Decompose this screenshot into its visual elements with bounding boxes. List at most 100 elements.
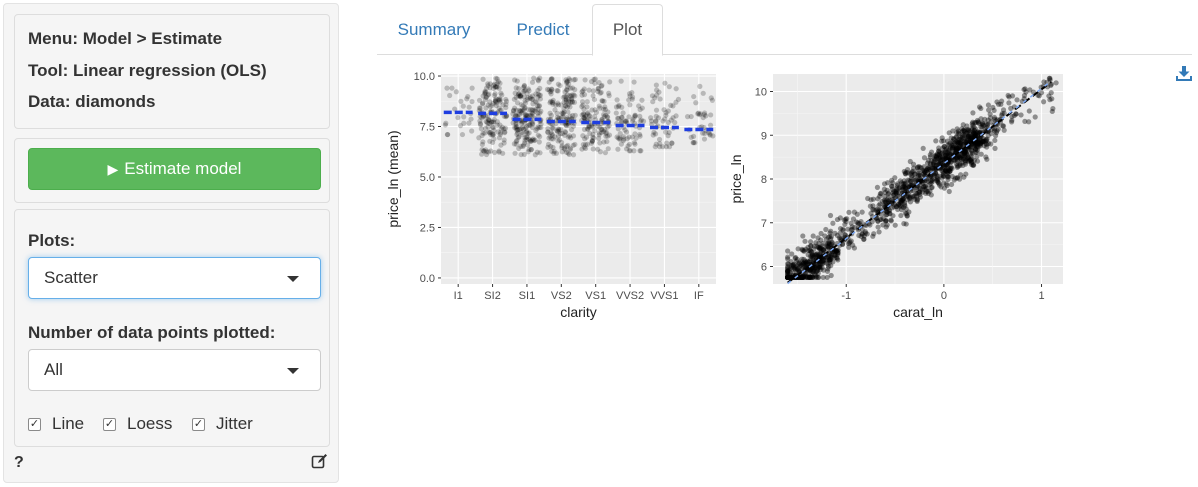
edit-report-icon[interactable] [311,453,328,475]
points-select[interactable]: All [28,349,321,391]
data-point [620,138,626,144]
data-point [632,113,638,119]
data-point [563,115,570,121]
data-point [483,94,489,100]
data-point [851,245,858,251]
data-point [572,87,578,93]
data-point [820,274,826,281]
data-point [1048,82,1054,88]
data-point [950,136,957,142]
play-icon: ▶ [107,160,119,177]
data-point [527,137,533,143]
data-point [556,115,562,121]
data-point [829,254,835,260]
plots-select[interactable]: Scatter [28,257,321,299]
data-point [490,100,496,106]
data-point [514,100,521,106]
data-point [945,171,951,177]
data-point [549,86,555,93]
data-point [457,123,464,129]
data-point [965,155,971,161]
line-checkbox[interactable]: ✓ Line [28,414,84,434]
data-point [937,149,943,156]
data-point [461,120,467,126]
data-point [632,112,638,118]
data-point [968,135,974,142]
data-point [525,142,531,148]
data-point [903,169,909,175]
checkbox-line-box[interactable]: ✓ [28,417,41,431]
data-point [516,85,522,92]
data-point [827,249,833,255]
data-point [939,150,945,156]
data-point [936,180,942,186]
data-point [797,274,803,281]
data-point [534,149,540,155]
data-point [968,153,974,159]
data-point [887,211,893,217]
data-point [914,191,920,197]
data-point [898,198,904,204]
data-point [654,87,660,93]
data-point [630,116,636,122]
data-point [823,226,829,233]
data-point [799,274,805,280]
data-point [851,209,858,215]
data-point [615,126,621,132]
download-icon[interactable] [1176,66,1192,86]
tab-summary[interactable]: Summary [397,20,471,39]
checkbox-jitter-box[interactable]: ✓ [192,417,205,431]
data-point [792,255,798,261]
estimate-model-button[interactable]: ▶ Estimate model [28,148,321,190]
data-point [563,122,570,128]
data-point [587,130,593,137]
data-point [835,250,841,256]
data-point [809,253,815,259]
data-point [897,199,903,205]
data-point [854,211,860,217]
data-point [972,142,979,149]
jitter-checkbox[interactable]: ✓ Jitter [192,414,253,434]
data-point [529,93,536,99]
data-point [973,132,979,138]
data-point [833,252,839,258]
checkbox-loess-box[interactable]: ✓ [103,417,116,431]
data-point [668,117,674,123]
data-point [787,265,793,272]
data-point [519,108,525,114]
data-point [564,92,570,98]
data-point [961,174,967,180]
data-point [820,247,827,253]
data-point [810,265,816,271]
data-point [894,182,900,189]
x-tick-label: I1 [454,290,463,302]
loess-checkbox[interactable]: ✓ Loess [103,414,172,434]
data-point [972,120,978,126]
tab-predict[interactable]: Predict [516,20,570,39]
data-point [550,125,556,131]
data-point [483,105,489,111]
data-point [957,136,963,143]
data-point [815,252,821,258]
data-point [513,141,519,147]
data-point [629,118,636,124]
data-point [626,114,632,120]
data-point [617,135,623,141]
data-point [631,140,637,146]
data-point [492,84,498,90]
data-point [832,249,838,255]
data-point [555,88,561,94]
data-point [806,259,812,265]
data-point [943,181,950,187]
data-point [970,142,977,148]
data-point [538,108,544,114]
data-point [936,151,942,157]
data-point [1046,75,1053,81]
data-point [632,131,638,137]
tab-plot[interactable]: Plot [592,4,663,56]
data-point [797,274,803,281]
data-point [945,176,951,183]
help-link[interactable]: ? [14,454,24,471]
data-point [498,142,504,148]
data-point [965,127,971,133]
